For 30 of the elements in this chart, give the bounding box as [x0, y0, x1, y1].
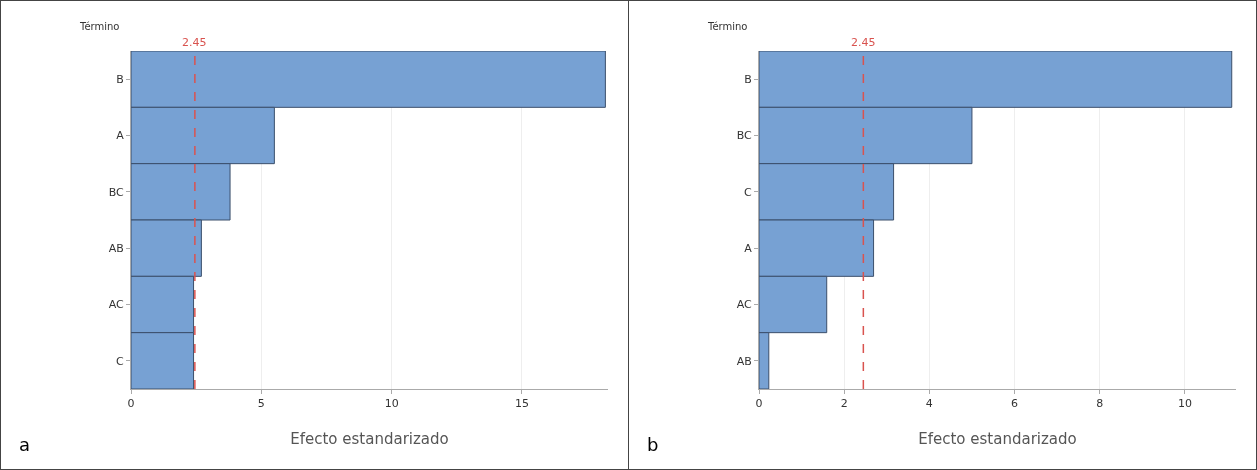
y-axis-title: Término	[707, 21, 748, 32]
x-axis-title: Efecto estandarizado	[918, 430, 1077, 448]
text: b	[647, 434, 659, 455]
x-tick-label: 10	[384, 397, 399, 411]
y-tick-label: C	[744, 185, 753, 199]
x-tick-label: 0	[755, 397, 763, 411]
y-tick-label: B	[116, 73, 124, 87]
ref-line-label: 2.45	[182, 36, 207, 49]
x-tick-label: 10	[1177, 397, 1192, 411]
y-axis-title: Término	[79, 21, 120, 32]
y-tick-label: AC	[108, 298, 125, 312]
y-tick-label: AB	[736, 354, 752, 368]
y-tick-label: A	[744, 242, 753, 256]
y-tick-label: BC	[108, 185, 125, 199]
text: a	[19, 434, 31, 455]
x-tick-label: 0	[127, 397, 135, 411]
y-tick-label: BC	[736, 129, 753, 143]
x-axis-title: Efecto estandarizado	[290, 430, 449, 448]
x-tick-label: 6	[1011, 397, 1019, 411]
x-tick-label: 4	[925, 397, 933, 411]
ref-line-label: 2.45	[851, 36, 876, 49]
x-tick-label: 2	[840, 397, 848, 411]
x-tick-label: 8	[1096, 397, 1104, 411]
y-tick-label: AB	[108, 242, 124, 256]
x-tick-label: 5	[257, 397, 265, 411]
x-tick-label: 15	[514, 397, 529, 411]
y-tick-label: B	[744, 73, 752, 87]
y-tick-label: C	[116, 354, 125, 368]
y-tick-label: A	[116, 129, 125, 143]
y-tick-label: AC	[736, 298, 753, 312]
